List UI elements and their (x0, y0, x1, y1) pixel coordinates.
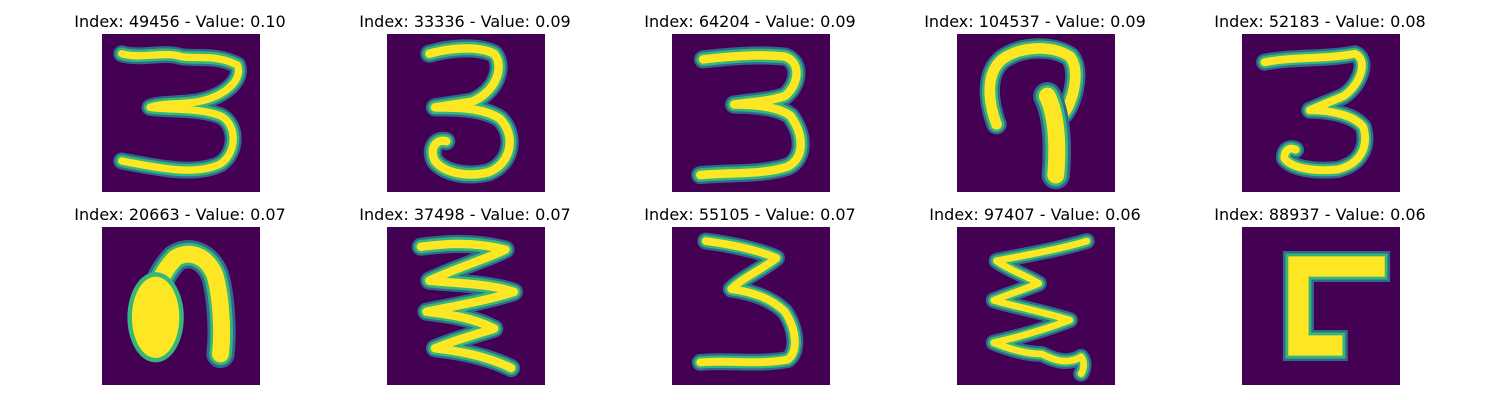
digit-panel-3: Index: 64204 - Value: 0.09 (610, 12, 890, 192)
digit-image (1242, 34, 1400, 192)
digit-image (672, 227, 830, 385)
digit-image (102, 34, 260, 192)
panel-title: Index: 55105 - Value: 0.07 (644, 205, 856, 224)
digit-image (1242, 227, 1400, 385)
panel-title: Index: 49456 - Value: 0.10 (74, 12, 286, 31)
digit-panel-9: Index: 97407 - Value: 0.06 (895, 205, 1175, 385)
digit-panel-6: Index: 20663 - Value: 0.07 (40, 205, 320, 385)
panel-title: Index: 37498 - Value: 0.07 (359, 205, 571, 224)
digit-panel-8: Index: 55105 - Value: 0.07 (610, 205, 890, 385)
panel-title: Index: 104537 - Value: 0.09 (924, 12, 1146, 31)
digit-image (102, 227, 260, 385)
panel-title: Index: 52183 - Value: 0.08 (1214, 12, 1426, 31)
digit-image (672, 34, 830, 192)
digit-panel-4: Index: 104537 - Value: 0.09 (895, 12, 1175, 192)
digit-panel-1: Index: 49456 - Value: 0.10 (40, 12, 320, 192)
panel-title: Index: 97407 - Value: 0.06 (929, 205, 1141, 224)
digit-image (387, 34, 545, 192)
digit-image (957, 34, 1115, 192)
digit-panel-2: Index: 33336 - Value: 0.09 (325, 12, 605, 192)
digit-image (387, 227, 545, 385)
panel-title: Index: 64204 - Value: 0.09 (644, 12, 856, 31)
digit-panel-5: Index: 52183 - Value: 0.08 (1180, 12, 1460, 192)
panel-title: Index: 20663 - Value: 0.07 (74, 205, 286, 224)
digit-panel-7: Index: 37498 - Value: 0.07 (325, 205, 605, 385)
digit-panel-10: Index: 88937 - Value: 0.06 (1180, 205, 1460, 385)
panel-title: Index: 33336 - Value: 0.09 (359, 12, 571, 31)
panel-title: Index: 88937 - Value: 0.06 (1214, 205, 1426, 224)
digit-image (957, 227, 1115, 385)
